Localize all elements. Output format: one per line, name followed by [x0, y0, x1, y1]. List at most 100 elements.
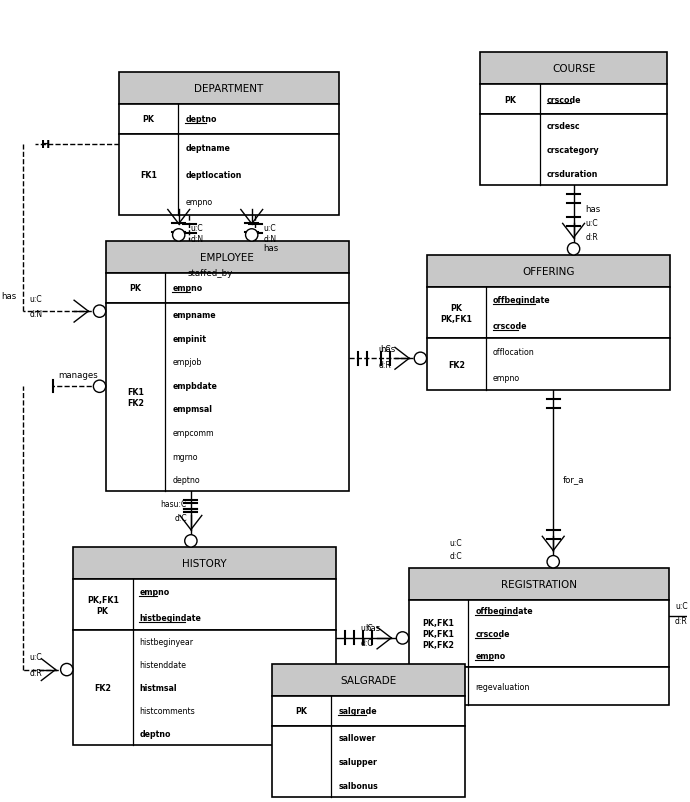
Text: empmsal: empmsal	[172, 405, 213, 414]
Text: H: H	[41, 140, 50, 149]
Circle shape	[396, 632, 408, 644]
Text: HISTORY: HISTORY	[182, 558, 227, 568]
Text: crscode: crscode	[493, 322, 528, 330]
Text: d:N: d:N	[29, 310, 42, 318]
Circle shape	[567, 243, 580, 256]
Circle shape	[93, 306, 106, 318]
Text: PK: PK	[130, 284, 141, 293]
Text: REGISTRATION: REGISTRATION	[501, 579, 577, 589]
Text: empno: empno	[493, 373, 520, 383]
Text: crsduration: crsduration	[546, 170, 598, 179]
Text: u:C: u:C	[379, 344, 391, 354]
Text: has: has	[365, 624, 380, 633]
Text: has: has	[264, 243, 279, 252]
Text: PK,FK1
PK,FK1
PK,FK2: PK,FK1 PK,FK1 PK,FK2	[422, 618, 455, 650]
Text: FK1: FK1	[140, 171, 157, 180]
Text: regevaluation: regevaluation	[475, 682, 530, 691]
Circle shape	[172, 229, 185, 241]
Text: u:C: u:C	[361, 624, 373, 633]
Text: crsdesc: crsdesc	[546, 122, 580, 132]
Circle shape	[246, 229, 258, 241]
Text: d:R: d:R	[586, 233, 598, 241]
Bar	[106, 303, 349, 492]
Text: deptno: deptno	[185, 115, 217, 124]
Text: PK,FK1
PK: PK,FK1 PK	[87, 595, 119, 615]
Text: salbonus: salbonus	[338, 781, 378, 790]
Bar	[426, 287, 670, 339]
Bar	[106, 273, 349, 303]
Text: PK: PK	[295, 707, 307, 715]
Text: u:C
d:N: u:C d:N	[190, 224, 204, 244]
Text: deptname: deptname	[185, 144, 230, 152]
Text: empinit: empinit	[172, 334, 206, 343]
Text: sallower: sallower	[338, 733, 375, 743]
Text: FK2: FK2	[448, 360, 465, 369]
Bar	[408, 667, 669, 705]
Bar	[73, 579, 336, 630]
Text: has: has	[1, 291, 17, 301]
Text: histbeginyear: histbeginyear	[139, 638, 193, 646]
Text: COURSE: COURSE	[552, 64, 595, 74]
Text: salgrade: salgrade	[338, 707, 377, 715]
Bar	[119, 105, 339, 135]
Text: offlocation: offlocation	[493, 347, 535, 356]
Text: d:R: d:R	[378, 360, 391, 369]
Text: empname: empname	[172, 310, 216, 319]
Text: has: has	[586, 205, 601, 213]
Bar	[272, 726, 465, 797]
Text: d:C: d:C	[175, 513, 187, 522]
Circle shape	[547, 556, 560, 568]
Text: crscategory: crscategory	[546, 146, 600, 155]
Text: histcomments: histcomments	[139, 706, 195, 715]
Bar	[408, 600, 669, 667]
Text: offbegindate: offbegindate	[493, 296, 551, 305]
Text: PK: PK	[504, 95, 516, 104]
Text: empcomm: empcomm	[172, 428, 214, 437]
Bar	[272, 696, 465, 726]
Circle shape	[93, 381, 106, 393]
Text: staffed_by: staffed_by	[187, 269, 233, 278]
Text: u:C: u:C	[450, 538, 462, 547]
Text: u:C: u:C	[29, 294, 42, 303]
Bar	[73, 547, 336, 579]
Bar	[426, 339, 670, 391]
Text: deptlocation: deptlocation	[185, 171, 242, 180]
Text: hasu:C: hasu:C	[161, 499, 187, 508]
Text: PK
PK,FK1: PK PK,FK1	[440, 303, 472, 323]
Text: manages: manages	[58, 371, 98, 379]
Circle shape	[414, 353, 426, 365]
Bar	[480, 85, 667, 115]
Text: EMPLOYEE: EMPLOYEE	[201, 253, 255, 262]
Bar	[426, 256, 670, 287]
Bar	[480, 115, 667, 186]
Bar	[106, 241, 349, 273]
Text: histmsal: histmsal	[139, 683, 177, 692]
Bar	[73, 630, 336, 745]
Text: u:C
d:N: u:C d:N	[264, 224, 277, 244]
Text: u:C: u:C	[29, 652, 42, 662]
Text: offbegindate: offbegindate	[475, 606, 533, 616]
Text: histenddate: histenddate	[139, 660, 186, 670]
Text: empjob: empjob	[172, 358, 201, 367]
Bar	[119, 135, 339, 216]
Text: u:C: u:C	[586, 218, 598, 228]
Text: d:R: d:R	[29, 668, 42, 677]
Text: has: has	[380, 344, 395, 354]
Text: crscode: crscode	[546, 95, 581, 104]
Text: histbegindate: histbegindate	[139, 614, 201, 622]
Text: d:R: d:R	[675, 617, 688, 626]
Text: for_a: for_a	[563, 475, 584, 484]
Text: FK1
FK2: FK1 FK2	[127, 387, 144, 407]
Text: OFFERING: OFFERING	[522, 266, 575, 277]
Circle shape	[61, 663, 73, 676]
Bar	[480, 53, 667, 85]
Text: u:C: u:C	[675, 602, 687, 610]
Text: empbdate: empbdate	[172, 381, 217, 391]
Text: empno: empno	[172, 284, 202, 293]
Text: d:C: d:C	[361, 638, 373, 647]
Text: empno: empno	[185, 198, 213, 207]
Text: empno: empno	[475, 652, 506, 661]
Bar	[408, 568, 669, 600]
Text: empno: empno	[139, 588, 170, 597]
Circle shape	[185, 535, 197, 547]
